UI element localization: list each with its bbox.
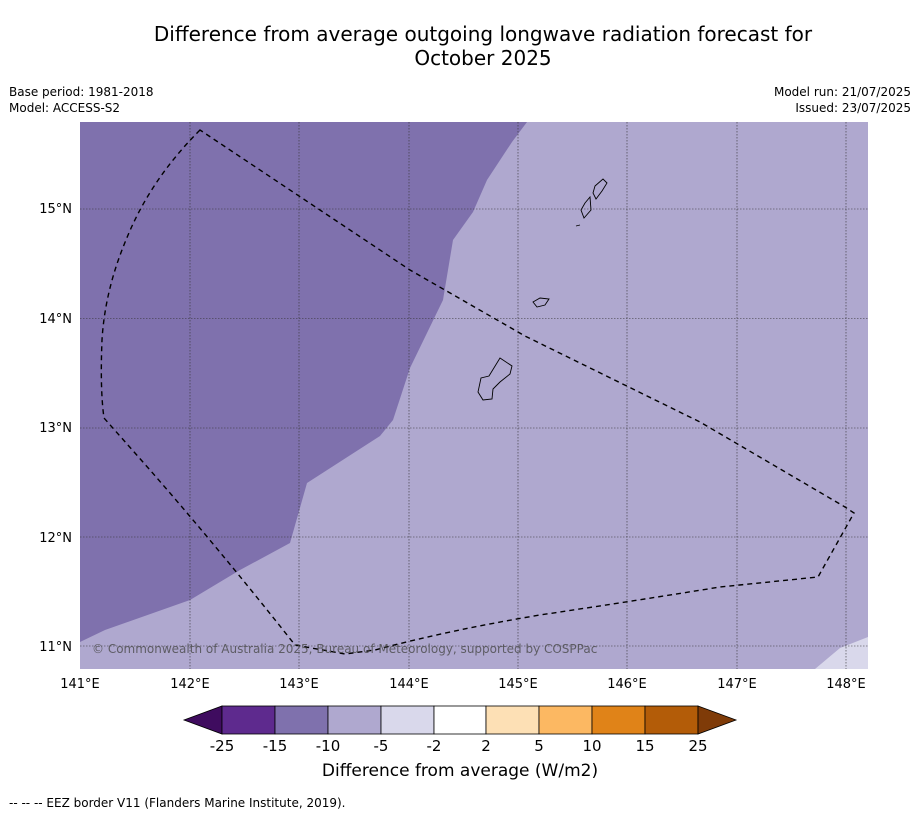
lat-label-13n: 13°N: [39, 421, 72, 436]
cbar-tick-5: 2: [481, 737, 491, 755]
eez-footnote: -- -- -- EEZ border V11 (Flanders Marine…: [9, 796, 346, 810]
colorbar-bin-9: [644, 705, 699, 735]
lat-label-14n: 14°N: [39, 312, 72, 327]
chart-title: Difference from average outgoing longwav…: [80, 22, 886, 70]
cbar-tick-1: -15: [263, 737, 288, 755]
base-period: Base period: 1981-2018: [9, 85, 154, 99]
colorbar-bin-3: [327, 705, 382, 735]
colorbar: [182, 705, 738, 735]
cbar-tick-7: 10: [582, 737, 601, 755]
eez-border-line: [100, 129, 855, 655]
cbar-tick-3: -5: [374, 737, 389, 755]
rota-island: [532, 297, 550, 308]
meta-right: Model run: 21/07/2025 Issued: 23/07/2025: [774, 84, 911, 116]
tinian-island: [580, 195, 592, 219]
lon-label-142e: 142°E: [170, 677, 210, 692]
lon-label-145e: 145°E: [498, 677, 538, 692]
colorbar-extend-high: [697, 705, 738, 735]
colorbar-bin-6: [485, 705, 540, 735]
lon-tick-labels: 141°E 142°E 143°E 144°E 145°E 146°E 147°…: [60, 677, 866, 692]
colorbar-tick-labels: -25 -15 -10 -5 -2 2 5 10 15 25: [210, 737, 708, 755]
model-run: Model run: 21/07/2025: [773, 85, 911, 99]
colorbar-bin-8: [591, 705, 646, 735]
title-line-2: October 2025: [414, 46, 552, 70]
model-name: Model: ACCESS-S2: [9, 101, 121, 115]
issued-date: Issued: 23/07/2025: [795, 101, 911, 115]
aguijan-islet: [575, 224, 581, 227]
cbar-tick-0: -25: [210, 737, 235, 755]
lon-label-143e: 143°E: [279, 677, 319, 692]
cbar-tick-4: -2: [427, 737, 442, 755]
anomaly-region-minus10: [80, 122, 527, 642]
lon-label-148e: 148°E: [826, 677, 866, 692]
lon-label-144e: 144°E: [389, 677, 429, 692]
colorbar-bin-5: [433, 705, 487, 735]
cbar-tick-6: 5: [534, 737, 544, 755]
colorbar-bin-2: [274, 705, 329, 735]
guam-island: [477, 357, 513, 401]
saipan-island: [592, 178, 608, 200]
anomaly-region-minus2: [815, 637, 868, 669]
colorbar-bin-7: [538, 705, 593, 735]
lat-label-15n: 15°N: [39, 202, 72, 217]
colorbar-bin-4: [380, 705, 435, 735]
meta-left: Base period: 1981-2018 Model: ACCESS-S2: [9, 84, 154, 116]
colorbar-title: Difference from average (W/m2): [321, 761, 599, 781]
cbar-tick-2: -10: [316, 737, 341, 755]
lat-label-12n: 12°N: [39, 531, 72, 546]
title-line-1: Difference from average outgoing longwav…: [153, 22, 813, 46]
lon-label-146e: 146°E: [607, 677, 647, 692]
cbar-tick-9: 25: [688, 737, 707, 755]
copyright-notice: © Commonwealth of Australia 2025, Bureau…: [92, 642, 597, 656]
cbar-tick-8: 15: [635, 737, 654, 755]
lon-label-141e: 141°E: [60, 677, 100, 692]
colorbar-bin-1: [221, 705, 276, 735]
gridlines: [80, 122, 868, 669]
colorbar-extend-low: [182, 705, 223, 735]
lat-label-11n: 11°N: [39, 640, 72, 655]
lon-label-147e: 147°E: [717, 677, 757, 692]
lat-tick-labels: 15°N 14°N 13°N 12°N 11°N: [39, 202, 72, 655]
island-outlines: [477, 178, 608, 401]
